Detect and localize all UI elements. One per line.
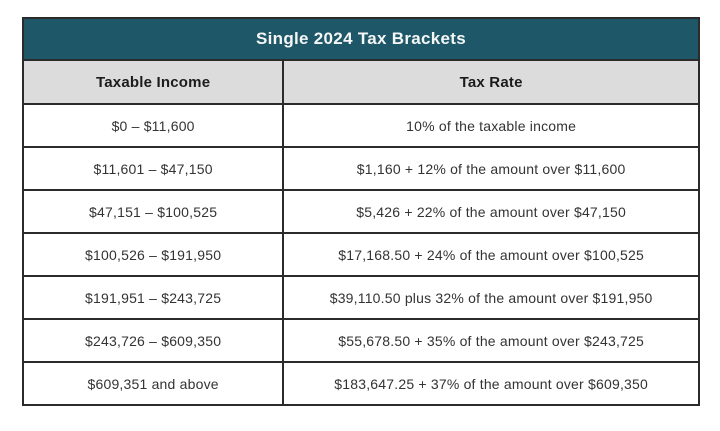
tax-rate-cell: $183,647.25 + 37% of the amount over $60… xyxy=(282,361,700,406)
tax-rate-cell: $55,678.50 + 35% of the amount over $243… xyxy=(282,318,700,363)
table-row: $11,601 – $47,150 $1,160 + 12% of the am… xyxy=(21,146,700,191)
column-header-row: Taxable Income Tax Rate xyxy=(21,59,700,105)
tax-brackets-table: Single 2024 Tax Brackets Taxable Income … xyxy=(21,17,700,406)
table-row: $243,726 – $609,350 $55,678.50 + 35% of … xyxy=(21,318,700,363)
column-header-tax-rate: Tax Rate xyxy=(282,59,700,105)
tax-rate-cell: $39,110.50 plus 32% of the amount over $… xyxy=(282,275,700,320)
taxable-income-cell: $191,951 – $243,725 xyxy=(21,275,285,320)
tax-rate-cell: 10% of the taxable income xyxy=(282,103,700,148)
title-row: Single 2024 Tax Brackets xyxy=(22,17,700,61)
tax-rate-cell: $1,160 + 12% of the amount over $11,600 xyxy=(282,146,700,191)
taxable-income-cell: $100,526 – $191,950 xyxy=(21,232,285,277)
table-row: $100,526 – $191,950 $17,168.50 + 24% of … xyxy=(21,232,700,277)
taxable-income-cell: $609,351 and above xyxy=(21,361,285,406)
taxable-income-cell: $243,726 – $609,350 xyxy=(21,318,285,363)
taxable-income-cell: $0 – $11,600 xyxy=(21,103,285,148)
table-row: $0 – $11,600 10% of the taxable income xyxy=(21,103,700,148)
table-row: $609,351 and above $183,647.25 + 37% of … xyxy=(21,361,700,406)
column-header-taxable-income: Taxable Income xyxy=(21,59,285,105)
table-row: $47,151 – $100,525 $5,426 + 22% of the a… xyxy=(21,189,700,234)
taxable-income-cell: $11,601 – $47,150 xyxy=(21,146,285,191)
table-title: Single 2024 Tax Brackets xyxy=(22,17,700,61)
taxable-income-cell: $47,151 – $100,525 xyxy=(21,189,285,234)
table-row: $191,951 – $243,725 $39,110.50 plus 32% … xyxy=(21,275,700,320)
tax-rate-cell: $5,426 + 22% of the amount over $47,150 xyxy=(282,189,700,234)
tax-rate-cell: $17,168.50 + 24% of the amount over $100… xyxy=(282,232,700,277)
